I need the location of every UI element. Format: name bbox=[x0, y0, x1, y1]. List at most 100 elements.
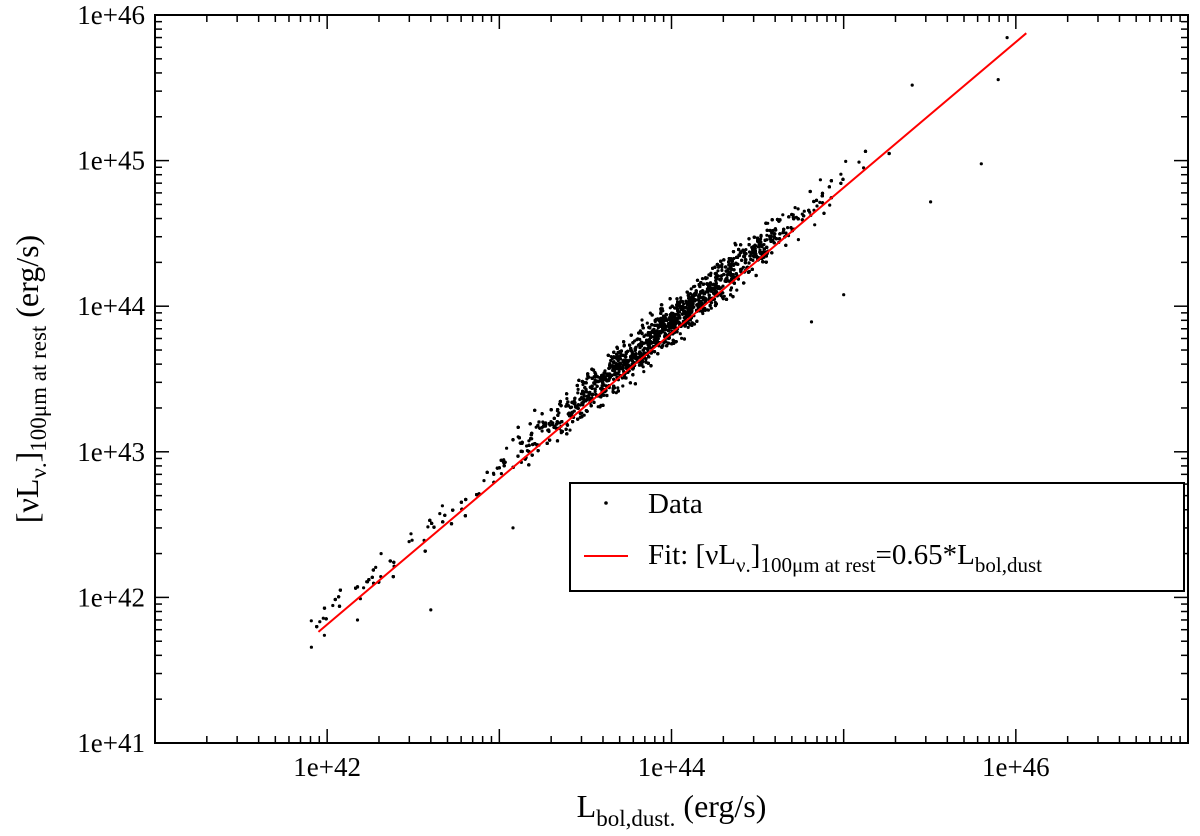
data-point bbox=[709, 289, 713, 293]
data-point bbox=[701, 289, 705, 293]
data-point bbox=[576, 391, 580, 395]
data-point bbox=[331, 603, 335, 608]
data-point bbox=[791, 215, 796, 220]
data-point bbox=[600, 387, 604, 391]
data-point bbox=[621, 367, 625, 371]
data-point bbox=[650, 313, 654, 317]
data-point bbox=[558, 399, 563, 404]
data-point bbox=[309, 645, 313, 649]
data-point bbox=[764, 221, 768, 225]
data-point bbox=[712, 283, 716, 287]
data-point bbox=[451, 508, 455, 512]
data-point bbox=[582, 413, 586, 417]
data-point bbox=[650, 323, 654, 327]
data-point bbox=[723, 279, 727, 283]
data-point bbox=[761, 250, 765, 254]
data-point bbox=[887, 151, 891, 156]
data-point bbox=[626, 349, 630, 353]
data-point bbox=[634, 352, 638, 356]
data-point bbox=[318, 620, 322, 624]
data-point bbox=[616, 389, 621, 393]
data-point bbox=[777, 219, 781, 223]
data-point bbox=[618, 354, 622, 358]
data-point bbox=[689, 307, 694, 311]
data-point bbox=[754, 273, 758, 278]
data-point bbox=[929, 200, 933, 204]
data-point bbox=[624, 352, 628, 356]
data-point bbox=[683, 323, 688, 327]
data-point bbox=[547, 429, 551, 433]
data-point bbox=[537, 420, 541, 424]
data-point bbox=[722, 258, 726, 262]
data-point bbox=[697, 283, 701, 287]
data-point bbox=[430, 521, 434, 526]
data-point bbox=[704, 276, 708, 280]
data-point bbox=[392, 560, 396, 564]
data-point bbox=[540, 412, 544, 416]
data-point bbox=[642, 370, 646, 374]
data-point bbox=[709, 306, 713, 310]
data-point bbox=[656, 352, 660, 356]
data-point bbox=[536, 423, 540, 428]
data-point bbox=[703, 308, 707, 312]
data-point bbox=[584, 399, 588, 403]
data-point bbox=[685, 290, 689, 294]
data-point bbox=[724, 297, 729, 301]
data-point bbox=[827, 185, 832, 189]
data-point bbox=[689, 303, 693, 307]
data-point bbox=[631, 353, 635, 357]
data-point bbox=[796, 207, 800, 211]
data-point bbox=[719, 293, 723, 297]
data-point bbox=[735, 255, 740, 259]
data-point bbox=[633, 382, 638, 386]
data-point bbox=[565, 423, 570, 427]
data-point bbox=[612, 377, 616, 381]
data-point bbox=[729, 262, 734, 266]
x-axis: 1e+42 1e+44 1e+46 bbox=[154, 15, 1181, 782]
data-point bbox=[714, 286, 718, 290]
data-point bbox=[759, 234, 763, 238]
data-point bbox=[678, 332, 682, 336]
data-point bbox=[482, 479, 486, 483]
data-point bbox=[714, 275, 718, 279]
data-point bbox=[633, 348, 637, 352]
data-point bbox=[635, 338, 639, 342]
data-point bbox=[566, 400, 570, 404]
data-point bbox=[615, 345, 619, 349]
data-point bbox=[668, 297, 672, 301]
data-point bbox=[724, 265, 728, 269]
data-point bbox=[758, 248, 762, 252]
legend-box bbox=[569, 482, 1185, 592]
data-point bbox=[761, 260, 765, 264]
data-point bbox=[629, 333, 633, 337]
data-point bbox=[653, 318, 657, 323]
x-axis-label: Lbol,dust. (erg/s) bbox=[577, 788, 767, 831]
data-point bbox=[575, 406, 579, 410]
data-point bbox=[696, 302, 700, 306]
data-point bbox=[734, 243, 738, 247]
data-point bbox=[708, 304, 712, 308]
data-point bbox=[713, 265, 717, 269]
data-point bbox=[739, 243, 743, 247]
data-point bbox=[784, 243, 788, 247]
data-point bbox=[747, 237, 751, 241]
data-point bbox=[781, 230, 785, 234]
y-tick-label: 1e+43 bbox=[77, 437, 145, 467]
data-point bbox=[641, 348, 645, 352]
data-point bbox=[379, 552, 383, 556]
data-point bbox=[612, 367, 617, 371]
data-point bbox=[315, 625, 319, 629]
data-point bbox=[802, 214, 806, 218]
data-point bbox=[410, 538, 414, 542]
data-point bbox=[516, 454, 520, 458]
data-point bbox=[612, 350, 616, 354]
data-point bbox=[644, 360, 648, 364]
data-point bbox=[642, 351, 646, 355]
data-point bbox=[751, 247, 755, 252]
data-point bbox=[673, 315, 677, 319]
data-point bbox=[626, 359, 630, 363]
data-point bbox=[727, 260, 731, 264]
data-point bbox=[536, 449, 540, 453]
data-point bbox=[545, 441, 549, 445]
data-point bbox=[598, 405, 602, 409]
